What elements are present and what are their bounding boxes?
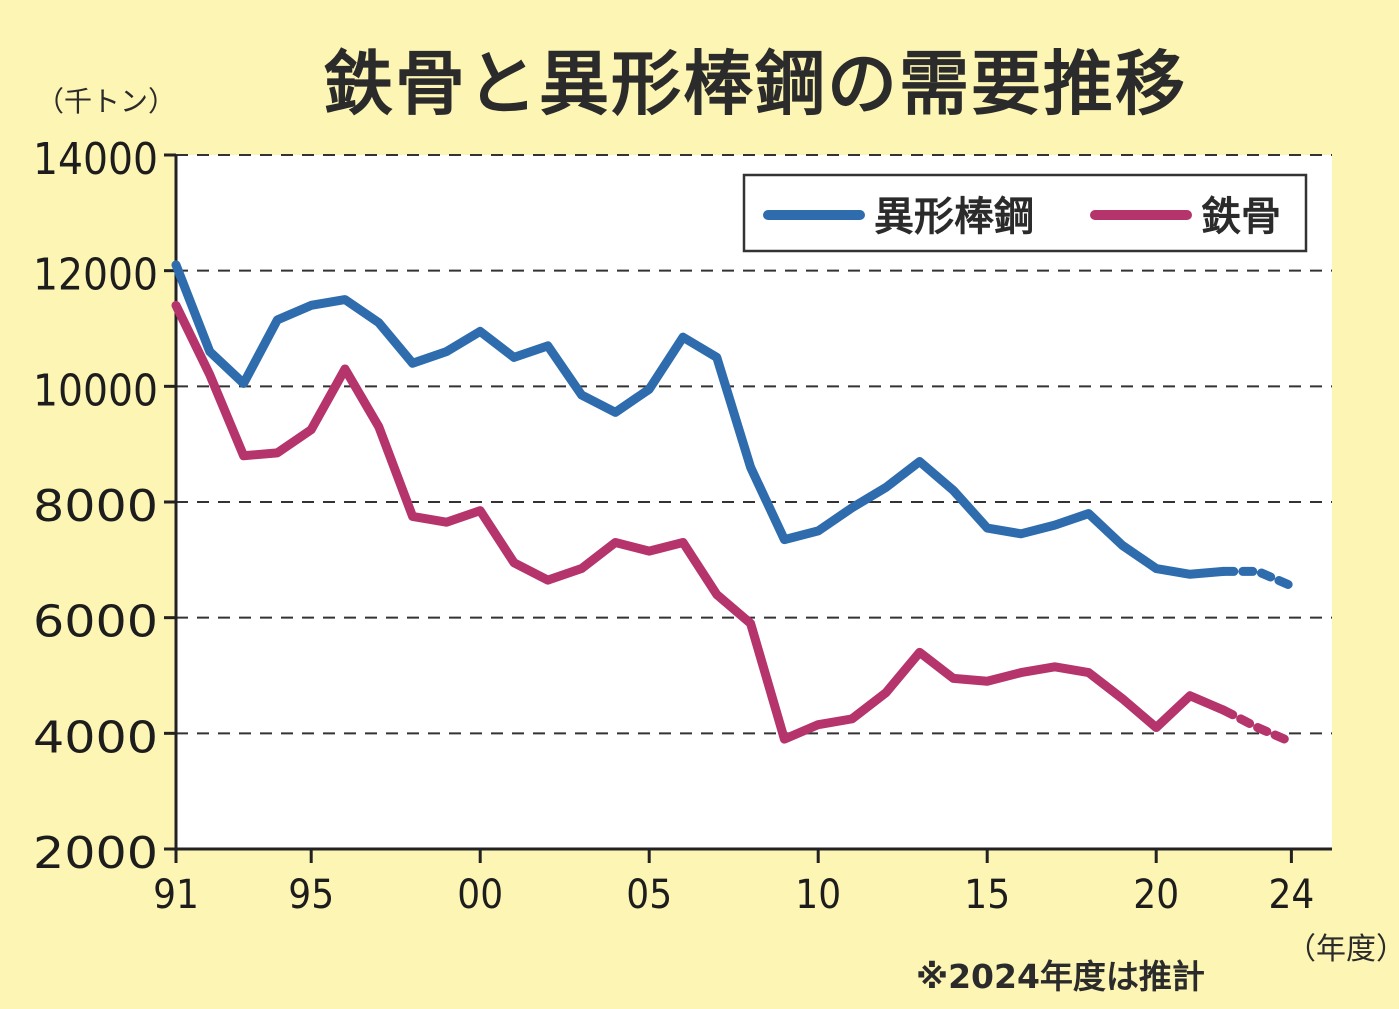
series-line-0 <box>171 260 1229 579</box>
x-tick-label: 15 <box>964 872 1010 918</box>
y-tick-label: 2000 <box>33 828 158 879</box>
x-tick-label: 24 <box>1269 872 1315 918</box>
x-tick-label: 05 <box>626 872 672 918</box>
legend: 異形棒鋼 鉄骨 <box>742 173 1308 253</box>
chart-title: 鉄骨と異形棒鋼の需要推移 <box>323 43 1187 125</box>
y-tick-label: 14000 <box>33 134 158 185</box>
y-tick-label: 6000 <box>33 597 158 648</box>
x-tick-label: 10 <box>795 872 841 918</box>
x-tick-label: 95 <box>288 872 334 918</box>
gridlines <box>176 154 1332 735</box>
x-axis-unit-label: （年度） <box>1286 932 1399 967</box>
x-tick-label: 20 <box>1133 872 1179 918</box>
y-tick-label: 8000 <box>33 481 158 532</box>
series-line-1 <box>171 300 1229 744</box>
axes: 2000 4000 6000 8000 10000 12000 14000 91 95 00 05 1… <box>33 134 1332 918</box>
y-tick-label: 12000 <box>33 250 158 301</box>
x-tick-label: 00 <box>457 872 503 918</box>
legend-label: 異形棒鋼 <box>874 194 1034 240</box>
estimate-note: ※2024年度は推計 <box>916 957 1205 996</box>
x-tick-label: 91 <box>153 872 199 918</box>
series-lines <box>171 260 1296 747</box>
legend-label: 鉄骨 <box>1201 194 1281 240</box>
y-axis-unit-label: （千トン） <box>36 85 177 118</box>
y-tick-label: 10000 <box>33 365 158 416</box>
y-tick-label: 4000 <box>33 712 158 763</box>
